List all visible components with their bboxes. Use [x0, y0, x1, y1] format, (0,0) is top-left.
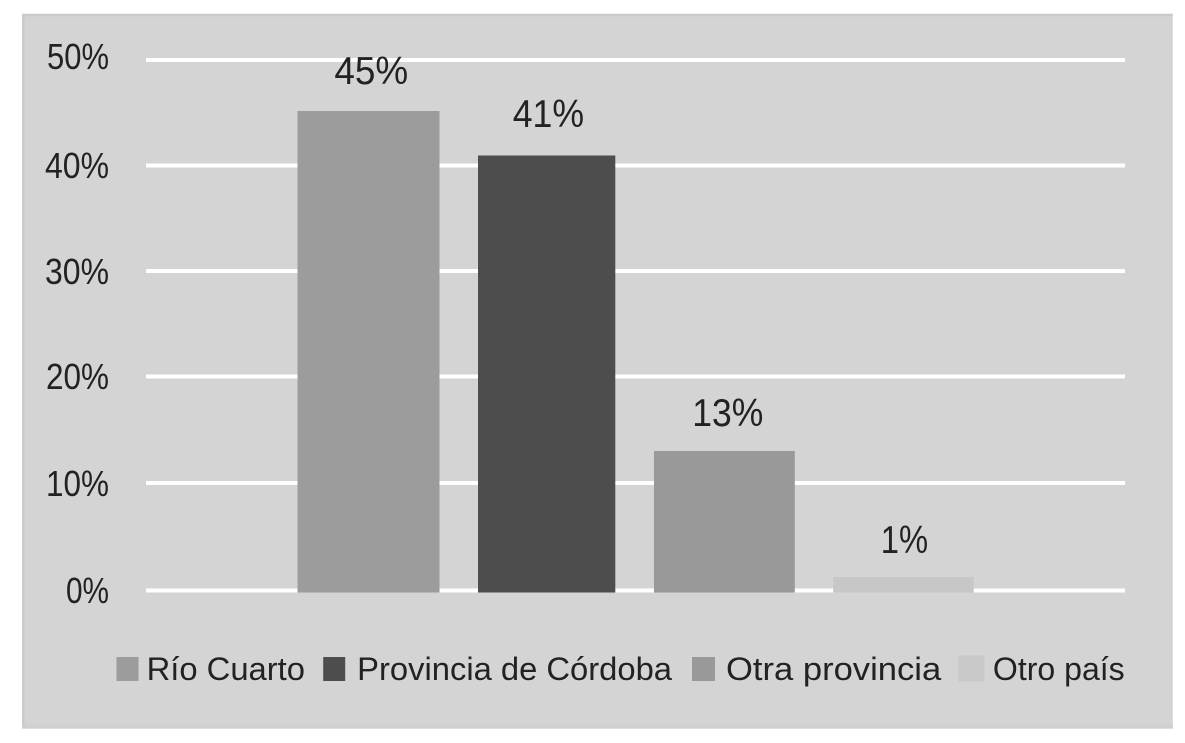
- svg-text:Otra provincia: Otra provincia: [726, 651, 941, 687]
- svg-text:1%: 1%: [881, 519, 928, 562]
- svg-text:Otro país: Otro país: [993, 651, 1125, 687]
- svg-text:50%: 50%: [47, 36, 109, 77]
- svg-text:10%: 10%: [46, 463, 109, 504]
- svg-text:Río Cuarto: Río Cuarto: [147, 651, 305, 687]
- svg-text:30%: 30%: [45, 251, 109, 292]
- svg-text:20%: 20%: [46, 356, 109, 397]
- svg-text:0%: 0%: [66, 570, 109, 611]
- svg-text:45%: 45%: [334, 50, 408, 93]
- svg-text:41%: 41%: [513, 93, 584, 136]
- svg-text:40%: 40%: [45, 145, 109, 186]
- svg-text:Provincia de Córdoba: Provincia de Córdoba: [357, 651, 672, 687]
- svg-text:13%: 13%: [692, 392, 763, 435]
